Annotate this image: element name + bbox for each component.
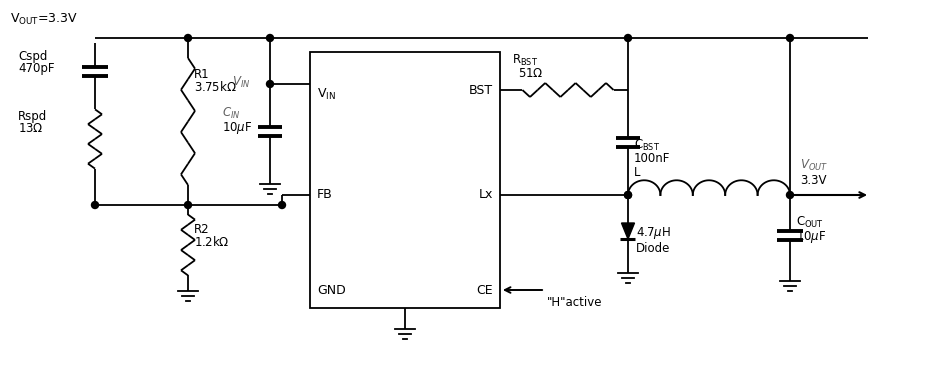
Text: $\mathregular{V_{IN}}$: $\mathregular{V_{IN}}$ bbox=[317, 87, 336, 102]
Text: $\mathregular{V_{OUT}}$: $\mathregular{V_{OUT}}$ bbox=[799, 158, 827, 173]
Text: 100nF: 100nF bbox=[633, 152, 669, 165]
Text: Cspd: Cspd bbox=[18, 50, 47, 63]
Polygon shape bbox=[621, 223, 634, 239]
Circle shape bbox=[786, 34, 793, 41]
Text: "H"active: "H"active bbox=[546, 296, 602, 309]
Text: 13$\Omega$: 13$\Omega$ bbox=[18, 122, 44, 135]
Text: BST: BST bbox=[468, 83, 492, 97]
Text: 470pF: 470pF bbox=[18, 62, 55, 75]
Text: Lx: Lx bbox=[478, 188, 492, 202]
Text: $\mathregular{V_{IN}}$: $\mathregular{V_{IN}}$ bbox=[232, 74, 250, 90]
Circle shape bbox=[786, 191, 793, 198]
Text: R1: R1 bbox=[194, 68, 210, 81]
Circle shape bbox=[266, 81, 273, 87]
Text: FB: FB bbox=[317, 188, 333, 202]
Text: GND: GND bbox=[317, 284, 346, 296]
Text: Rspd: Rspd bbox=[18, 110, 47, 123]
Circle shape bbox=[184, 202, 191, 209]
Text: 51$\Omega$: 51$\Omega$ bbox=[517, 67, 543, 80]
Circle shape bbox=[266, 34, 273, 41]
Circle shape bbox=[624, 34, 630, 41]
Circle shape bbox=[92, 202, 98, 209]
Text: L: L bbox=[633, 166, 640, 179]
Text: $\mathregular{C_{IN}}$: $\mathregular{C_{IN}}$ bbox=[222, 106, 240, 121]
Text: Diode: Diode bbox=[635, 243, 669, 255]
Text: $\mathregular{C_{OUT}}$: $\mathregular{C_{OUT}}$ bbox=[795, 215, 823, 230]
Bar bbox=[310, 52, 500, 308]
Circle shape bbox=[624, 191, 630, 198]
Text: R2: R2 bbox=[194, 223, 210, 236]
Text: $\mathregular{R_{BST}}$: $\mathregular{R_{BST}}$ bbox=[512, 53, 538, 68]
Text: $\mathregular{V_{OUT}}$=3.3V: $\mathregular{V_{OUT}}$=3.3V bbox=[10, 12, 78, 27]
Text: 1.2k$\Omega$: 1.2k$\Omega$ bbox=[194, 235, 229, 249]
Text: 10$\mu$F: 10$\mu$F bbox=[222, 120, 252, 136]
Text: 3.3V: 3.3V bbox=[799, 174, 826, 187]
Text: $\mathregular{C_{BST}}$: $\mathregular{C_{BST}}$ bbox=[633, 138, 659, 153]
Circle shape bbox=[624, 191, 630, 198]
Text: 4.7$\mu$H: 4.7$\mu$H bbox=[635, 225, 670, 241]
Text: 10$\mu$F: 10$\mu$F bbox=[795, 229, 826, 245]
Text: CE: CE bbox=[476, 284, 492, 296]
Circle shape bbox=[278, 202, 286, 209]
Text: 3.75k$\Omega$: 3.75k$\Omega$ bbox=[194, 80, 236, 94]
Circle shape bbox=[184, 34, 191, 41]
